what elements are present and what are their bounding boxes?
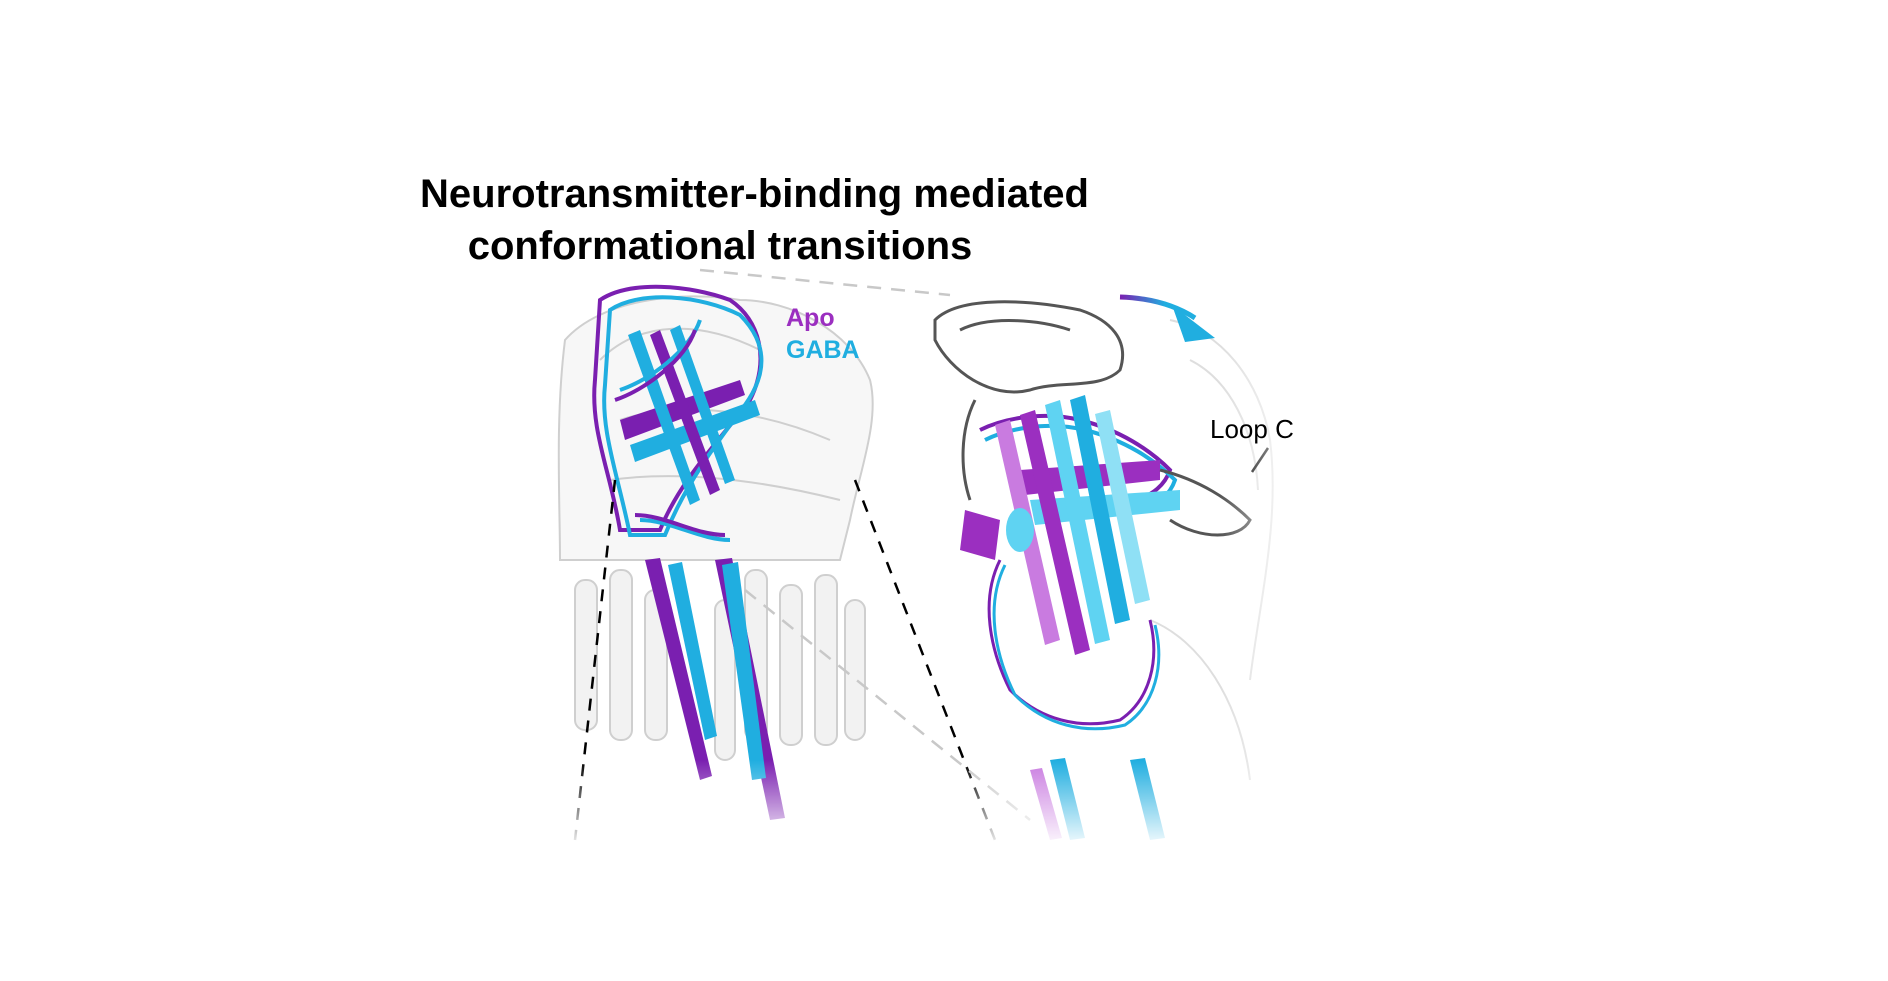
title-line-1: Neurotransmitter-binding mediated	[420, 172, 1089, 216]
zoom-guides	[573, 268, 1031, 841]
figure-title: Neurotransmitter-binding mediated confor…	[420, 168, 1089, 272]
motion-arrow	[1119, 294, 1215, 342]
zoom-subunit	[933, 300, 1252, 840]
bottom-fade	[560, 760, 1280, 850]
legend-gaba: GABA	[786, 336, 860, 364]
overview-subunit	[592, 284, 785, 820]
right-fade	[1220, 280, 1320, 840]
title-line-2: conformational transitions	[467, 224, 973, 268]
arrow-head-icon	[1172, 305, 1215, 342]
legend-apo: Apo	[786, 304, 835, 332]
loop-c-label: Loop C	[1210, 414, 1294, 444]
